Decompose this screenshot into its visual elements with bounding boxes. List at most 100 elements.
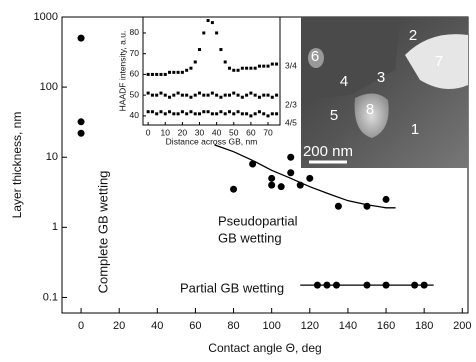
x-tick-label: 140 xyxy=(339,320,357,332)
point xyxy=(147,92,150,95)
y-tick-label: 50 xyxy=(130,89,140,99)
point xyxy=(202,110,205,113)
scale-bar-label: 200 nm xyxy=(303,143,353,160)
point xyxy=(159,92,162,95)
point xyxy=(194,94,197,97)
point xyxy=(155,94,158,97)
point xyxy=(198,48,201,51)
point xyxy=(177,71,180,74)
y-tick-label: 10 xyxy=(46,151,58,163)
point xyxy=(268,182,275,189)
x-tick-label: 160 xyxy=(377,320,395,332)
x-tick-label: 70 xyxy=(263,127,273,137)
point xyxy=(194,112,197,115)
point xyxy=(219,96,222,99)
x-tick-label: 120 xyxy=(301,320,319,332)
point xyxy=(151,110,154,113)
point xyxy=(262,112,265,115)
point xyxy=(185,112,188,115)
point xyxy=(189,110,192,113)
point xyxy=(215,94,218,97)
annotation: Complete GB wetting xyxy=(95,171,110,294)
point xyxy=(78,35,85,42)
grain-label: 2 xyxy=(409,27,417,44)
point xyxy=(185,69,188,72)
x-tick-label: 180 xyxy=(415,320,433,332)
y-axis-label: HAADF intensity, a.u. xyxy=(117,31,127,112)
point xyxy=(271,63,274,66)
point xyxy=(228,110,231,113)
point xyxy=(202,31,205,34)
point xyxy=(232,92,235,95)
grain-label: 3 xyxy=(377,69,385,86)
point xyxy=(245,67,248,70)
point xyxy=(258,110,261,113)
point xyxy=(241,67,244,70)
point xyxy=(237,69,240,72)
point xyxy=(159,110,162,113)
point xyxy=(207,19,210,22)
x-tick-label: 40 xyxy=(151,320,163,332)
point xyxy=(275,112,278,115)
point xyxy=(271,112,274,115)
point xyxy=(335,203,342,210)
point xyxy=(254,112,257,115)
point xyxy=(147,73,150,76)
point xyxy=(267,114,270,117)
x-tick-label: 0 xyxy=(146,127,151,137)
point xyxy=(189,67,192,70)
point xyxy=(198,92,201,95)
y-tick-label: 70 xyxy=(130,48,140,58)
annotation: Pseudopartial xyxy=(218,213,298,228)
point xyxy=(168,71,171,74)
point xyxy=(267,94,270,97)
point xyxy=(78,118,85,125)
y-tick-label: 60 xyxy=(130,69,140,79)
point xyxy=(181,110,184,113)
point xyxy=(172,71,175,74)
figure: 02040608010012014016018020010001001010.1… xyxy=(0,0,476,362)
y-tick-label: 40 xyxy=(130,110,140,120)
point xyxy=(249,114,252,117)
point xyxy=(202,94,205,97)
inset-background xyxy=(143,17,280,125)
point xyxy=(230,186,237,193)
grain-label: 7 xyxy=(435,53,443,70)
point xyxy=(254,67,257,70)
point xyxy=(164,112,167,115)
x-tick-label: 60 xyxy=(189,320,201,332)
y-tick-label: 80 xyxy=(130,27,140,37)
point xyxy=(194,60,197,63)
grain-label: 6 xyxy=(311,48,319,65)
point xyxy=(228,94,231,97)
point xyxy=(168,96,171,99)
point xyxy=(241,112,244,115)
x-tick-label: 200 xyxy=(453,320,471,332)
point xyxy=(267,65,270,68)
point xyxy=(172,112,175,115)
point xyxy=(151,73,154,76)
point xyxy=(198,112,201,115)
point xyxy=(207,94,210,97)
x-tick-label: 0 xyxy=(78,320,84,332)
y-axis-label: Layer thickness, nm xyxy=(10,112,24,219)
point xyxy=(275,63,278,66)
y-tick-label: 0.1 xyxy=(43,291,58,303)
point xyxy=(181,71,184,74)
point xyxy=(228,67,231,70)
point xyxy=(245,94,248,97)
point xyxy=(287,169,294,176)
point xyxy=(258,96,261,99)
point xyxy=(177,92,180,95)
point xyxy=(215,31,218,34)
x-axis-label: Distance across GB, nm xyxy=(166,136,258,146)
x-tick-label: 80 xyxy=(227,320,239,332)
point xyxy=(211,112,214,115)
point xyxy=(224,60,227,63)
point xyxy=(254,94,257,97)
point xyxy=(249,67,252,70)
point xyxy=(278,183,285,190)
point xyxy=(155,73,158,76)
point xyxy=(211,21,214,24)
point xyxy=(189,96,192,99)
